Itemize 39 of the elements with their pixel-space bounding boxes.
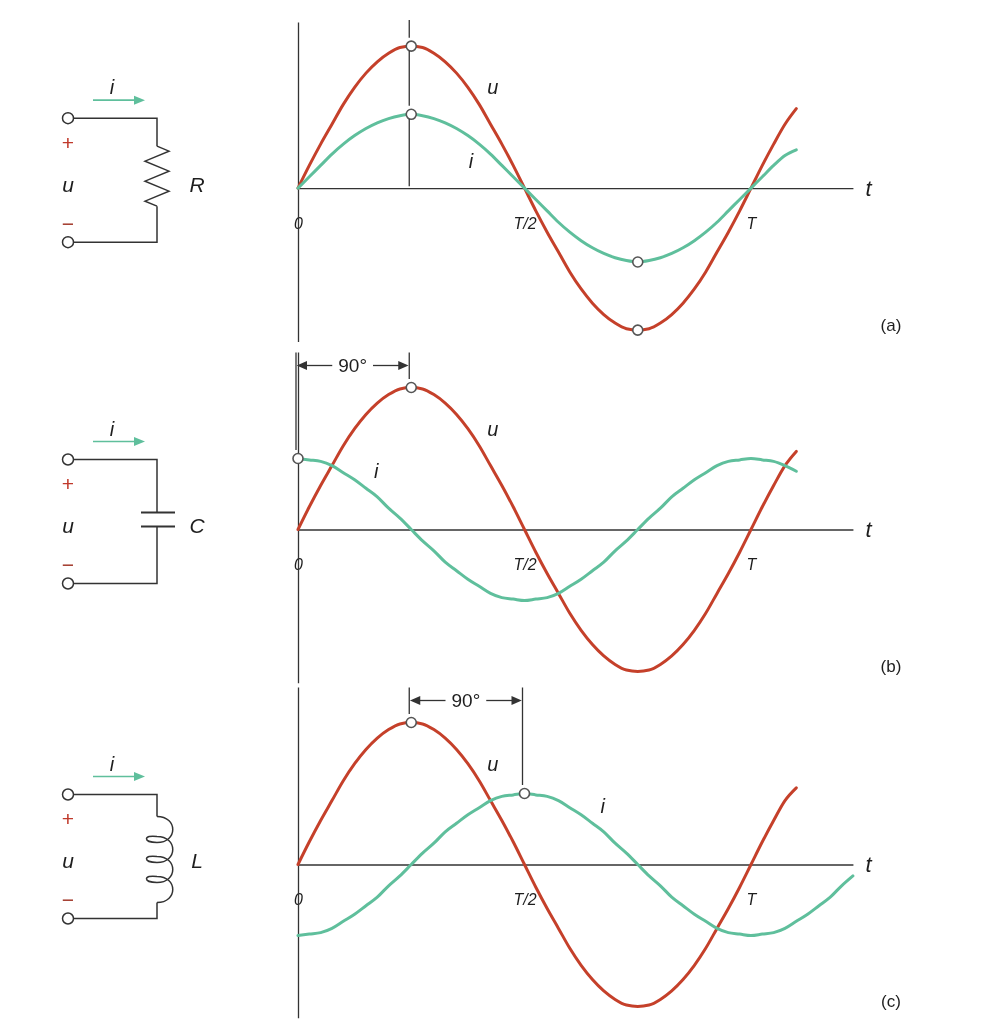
series-label: u — [487, 76, 499, 99]
text: 90° — [338, 354, 367, 376]
text: i — [109, 76, 115, 98]
point — [405, 40, 418, 52]
text: (c) — [881, 991, 901, 1011]
text: + — [61, 471, 75, 495]
x-tick-label: T/2 — [513, 890, 537, 908]
series-label: u — [487, 417, 499, 440]
x-tick-label: T — [746, 555, 758, 573]
x-axis-title: t — [865, 516, 873, 542]
x-tick-label: T/2 — [513, 555, 537, 573]
text: − — [61, 887, 75, 911]
point — [405, 108, 418, 120]
text: i — [109, 417, 115, 439]
x-tick-label: T — [746, 890, 758, 908]
point — [631, 324, 644, 336]
x-axis-title: t — [865, 175, 873, 201]
series-label: i — [600, 794, 606, 817]
point — [631, 256, 644, 268]
text: + — [61, 130, 75, 154]
series-label: i — [468, 149, 474, 172]
series-label: u — [487, 752, 499, 775]
text: C — [189, 513, 206, 537]
text: u — [62, 848, 75, 872]
text: u — [62, 172, 75, 196]
x-axis-title: t — [865, 851, 873, 877]
text: u — [62, 513, 75, 537]
text: i — [109, 752, 115, 774]
text: L — [191, 848, 203, 872]
text: − — [61, 211, 75, 235]
text: − — [61, 552, 75, 576]
x-tick-label: T/2 — [513, 214, 537, 232]
text: 90° — [451, 689, 481, 711]
text: R — [189, 172, 205, 196]
text: + — [61, 806, 75, 830]
text: (a) — [880, 315, 902, 335]
text: (b) — [880, 656, 902, 676]
series-label: i — [373, 459, 379, 482]
x-tick-label: T — [746, 214, 758, 232]
